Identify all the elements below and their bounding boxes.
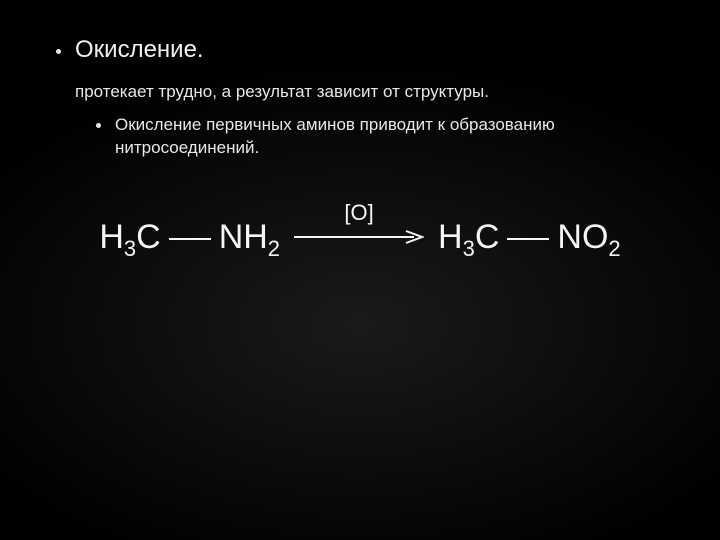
- sub-bullet-text: Окисление первичных аминов приводит к об…: [115, 114, 616, 160]
- chemical-reaction: H3C NH2 [O] H3C NO2: [56, 200, 664, 254]
- slide-content: Окисление. протекает трудно, а результат…: [0, 0, 720, 254]
- bullet-level1: Окисление.: [56, 36, 664, 64]
- reaction-arrow: [O]: [294, 200, 424, 244]
- bullet-level2: Окисление первичных аминов приводит к об…: [96, 114, 616, 160]
- bond-line-icon: [169, 238, 211, 240]
- chem-base: H: [438, 220, 463, 254]
- reagent-label: [O]: [344, 200, 373, 226]
- reactant-group2: NH2: [219, 220, 280, 254]
- chem-sub: 2: [268, 238, 280, 260]
- chem-base: NH: [219, 220, 268, 254]
- chem-sub: 3: [124, 238, 136, 260]
- reactant-group1: H3C: [99, 220, 160, 254]
- chem-tail: C: [475, 220, 500, 254]
- chem-sub: 2: [608, 238, 620, 260]
- product-group2: NO2: [557, 220, 620, 254]
- product-group1: H3C: [438, 220, 499, 254]
- chem-sub: 3: [463, 238, 475, 260]
- bond-line-icon: [507, 238, 549, 240]
- arrow-icon: [294, 230, 424, 244]
- bullet-dot-icon: [96, 123, 101, 128]
- chem-base: H: [99, 220, 124, 254]
- slide-subtitle: протекает трудно, а результат зависит от…: [75, 82, 664, 102]
- chem-tail: C: [136, 220, 161, 254]
- chem-base: NO: [557, 220, 608, 254]
- bullet-dot-icon: [56, 49, 61, 54]
- slide-title: Окисление.: [75, 36, 204, 64]
